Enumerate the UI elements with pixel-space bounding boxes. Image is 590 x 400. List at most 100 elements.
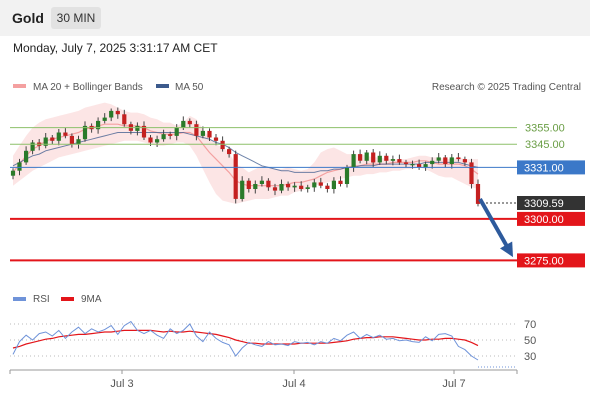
candle-body [253,184,258,189]
candle-body [417,164,422,168]
ma50-legend-label: MA 50 [175,82,204,93]
candle [469,158,474,189]
candle-body [194,124,199,136]
instrument-title: Gold [12,10,44,26]
candle [141,121,147,140]
candle-body [318,182,323,186]
candle-body [155,139,160,143]
candle [384,153,389,165]
candle-body [50,137,55,141]
candle [168,131,173,140]
candle-body [475,184,481,204]
candle [227,146,232,158]
candle [194,120,199,141]
candle [207,128,212,141]
x-tick-label: Jul 3 [110,378,133,390]
candle [96,117,101,134]
x-tick-label: Jul 7 [442,378,465,390]
candle [115,107,120,119]
candle-body [102,117,107,121]
candle [161,129,166,142]
candle [351,150,356,172]
ma50-line [12,132,479,173]
candle [56,129,61,146]
candle [358,149,363,164]
candle [331,177,336,194]
candle-body [63,132,68,136]
x-axis: Jul 3 Jul 4 Jul 7 [9,370,518,390]
bollinger-band-fill [13,102,478,204]
interval-button[interactable]: 30 MIN [51,7,101,29]
candle [417,159,422,170]
candle-body [56,132,61,141]
rsi-level-label: 30 [524,351,536,363]
candle-body [364,152,369,161]
support-level-box [517,211,585,226]
candle [305,184,310,193]
candle-body [227,149,232,155]
candle [76,135,81,149]
candle [344,164,350,188]
rsi-line [12,320,479,361]
candle-body [96,120,101,130]
candle-body [305,187,310,189]
candle [50,135,55,145]
candle [364,150,369,165]
x-tick-label: Jul 4 [282,378,305,390]
candle-body [122,114,127,125]
candle [30,140,35,155]
candle-body [135,125,140,131]
candle-body [233,154,238,199]
candle-body [390,159,395,161]
candle [135,122,140,136]
candle [462,156,467,166]
candle [246,178,251,193]
candle-body [109,110,114,118]
candle-body [266,180,271,188]
candle-body [325,185,330,189]
candle-body [410,164,415,166]
candle-body [240,180,245,199]
candle-body [299,185,304,189]
candle-body [430,160,435,165]
candle [266,178,271,191]
candle [443,155,448,168]
candle-body [403,162,409,165]
last-price-box [517,196,585,210]
candle-body [462,159,467,163]
candle [253,180,258,194]
bb-legend-label: MA 20 + Bollinger Bands [33,82,143,93]
candle-body [30,142,35,151]
resistance-label: 3345.00 [525,139,565,151]
support-level-box [517,253,585,268]
candle [109,108,114,122]
candle [174,124,179,141]
candle [272,183,278,196]
bollinger-bands [13,102,478,204]
candle [423,161,428,171]
candle-body [331,180,336,189]
candle [286,181,291,191]
candle [390,155,395,166]
candle-body [17,162,22,171]
candle [102,113,107,124]
candle-body [246,180,251,189]
rsi-panel: 70 50 30 [10,319,536,368]
candle-body [272,187,278,191]
candle [122,109,127,127]
candle-body [10,170,16,176]
candle-body [358,154,363,161]
rsi-ma-legend-label: 9MA [81,294,102,305]
candle-body [292,185,297,188]
candle [299,181,304,192]
candle-body [436,157,441,161]
candle-body [338,180,343,184]
rsi-level-label: 70 [524,319,536,331]
candle [377,151,382,165]
candle-body [168,134,173,136]
candle [371,149,376,167]
candle [213,134,219,146]
candle-body [469,162,474,184]
last-price-label: 3309.59 [524,198,564,210]
